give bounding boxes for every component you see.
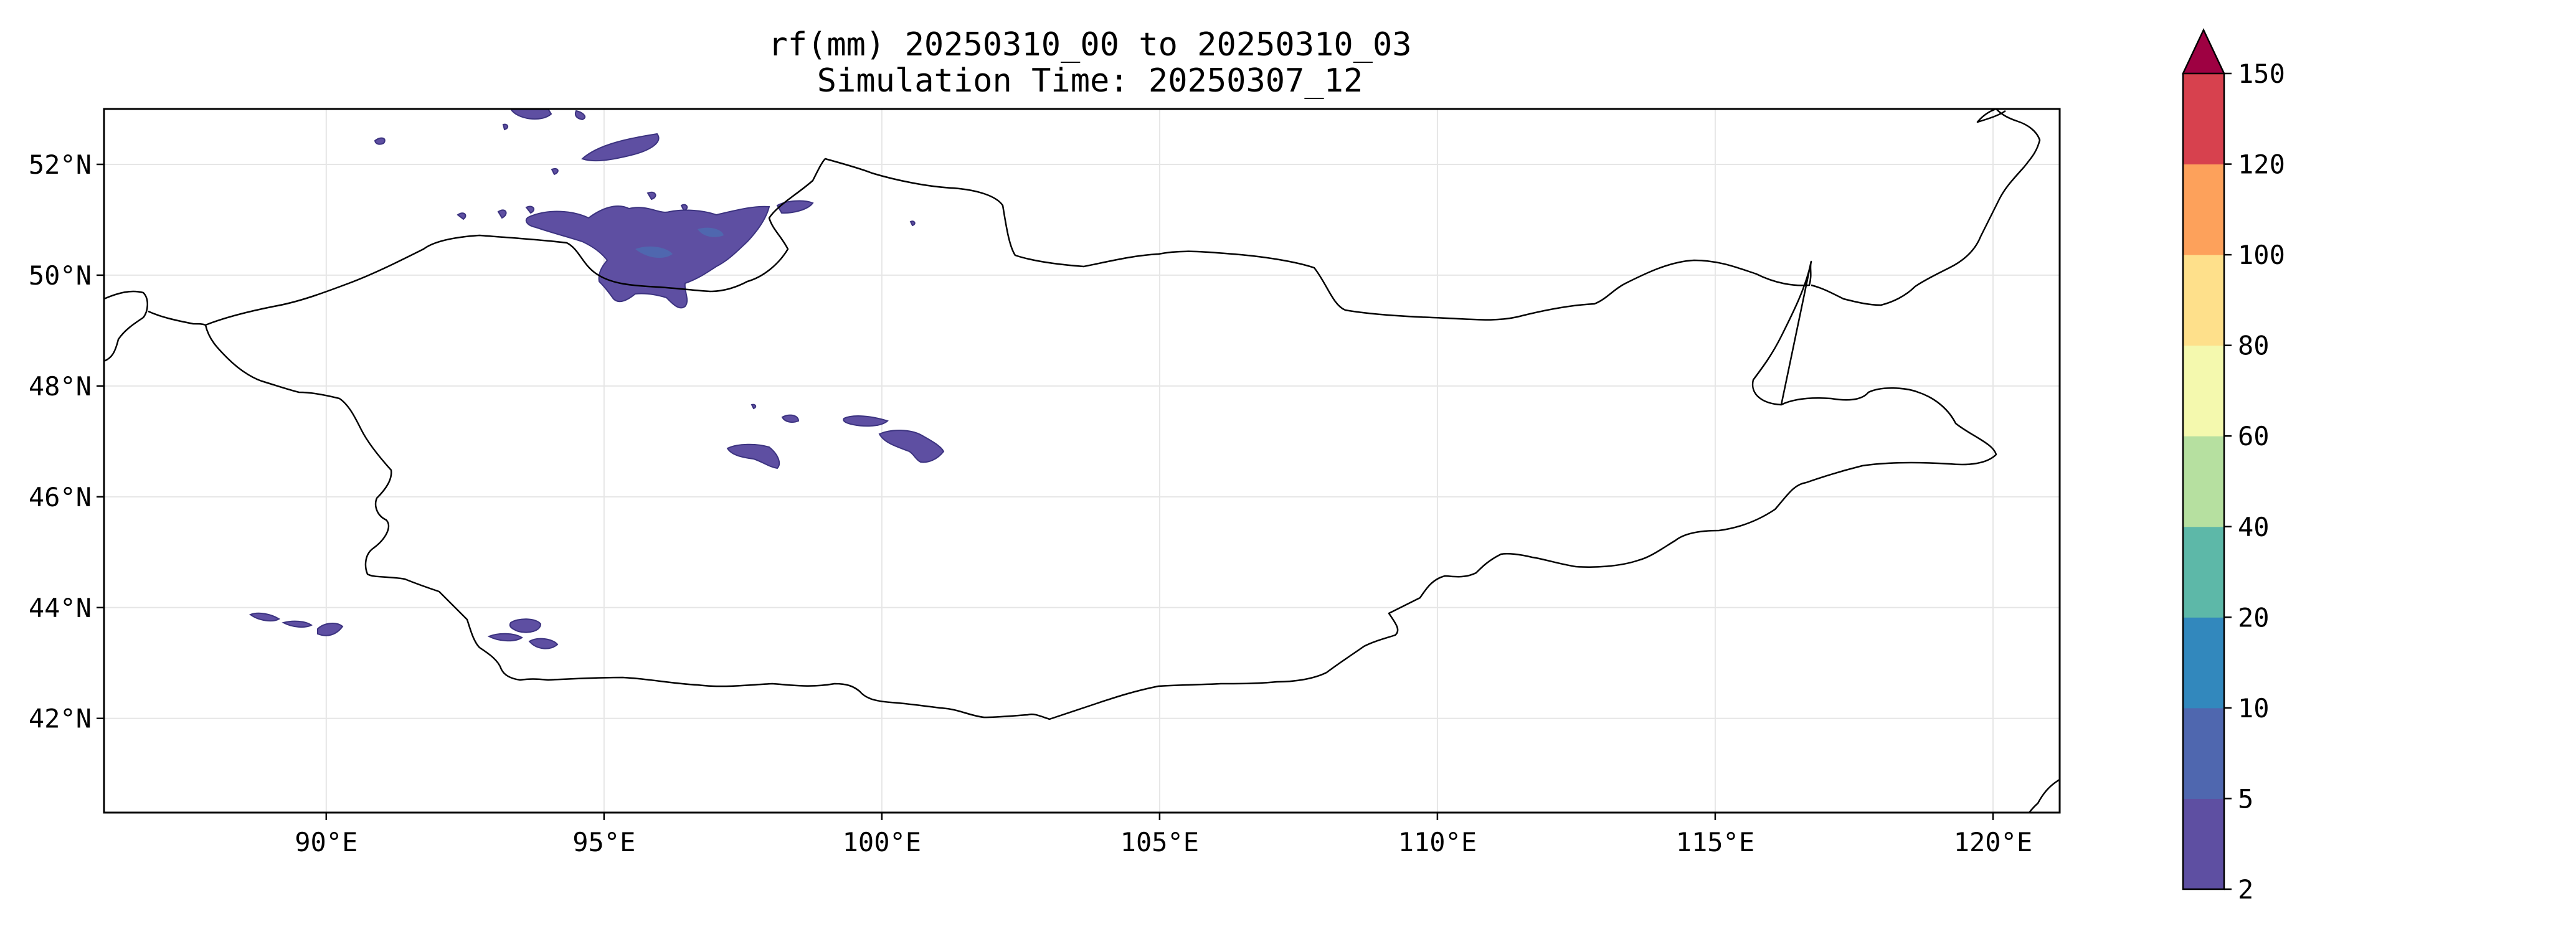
- rain-area-dot-f: [525, 205, 535, 214]
- colorbar-tick-label: 10: [2238, 693, 2270, 724]
- x-tick-label: 100°E: [843, 827, 921, 857]
- rain-area-central-mid: [843, 415, 889, 427]
- rain-area-central-east: [878, 430, 945, 463]
- colorbar-segment: [2183, 798, 2224, 890]
- rain-area-dot-b: [502, 123, 508, 131]
- colorbar-tick-label: 20: [2238, 602, 2270, 633]
- colorbar-tick-label: 100: [2238, 240, 2285, 270]
- y-tick-label: 50°N: [29, 260, 92, 291]
- colorbar-tick-label: 150: [2238, 59, 2285, 89]
- rain-area-north-streak: [581, 133, 660, 162]
- mongolia-border: [204, 158, 1997, 720]
- x-tick-label: 95°E: [572, 827, 635, 857]
- rain-cores: [635, 227, 724, 258]
- y-tick-label: 52°N: [29, 149, 92, 180]
- rain-area-sw-d: [509, 618, 542, 633]
- map-frame: [103, 108, 2061, 814]
- rain-area-dot-g: [646, 191, 656, 200]
- map-subtitle: Simulation Time: 20250307_12: [817, 62, 1363, 100]
- colorbar-tick-label: 2: [2238, 874, 2253, 905]
- rain-area-sw-a: [249, 612, 280, 622]
- rain-area-dot-d: [457, 212, 466, 220]
- colorbar: 2 5 10 20 40 60 80 100 120 150: [2182, 28, 2285, 905]
- rain-area-dot-i: [909, 220, 916, 227]
- border-west: [104, 290, 148, 362]
- colorbar-segment: [2183, 164, 2224, 255]
- x-tick-label: 90°E: [295, 827, 358, 857]
- border-west-link: [148, 310, 206, 326]
- colorbar-segment: [2183, 73, 2224, 165]
- rain-area-sw-b: [282, 620, 313, 628]
- colorbar-tick-label: 80: [2238, 331, 2270, 361]
- colorbar-tick-label: 60: [2238, 421, 2270, 451]
- rain-core-b: [698, 227, 724, 237]
- rain-area-dot-a: [374, 137, 386, 145]
- border-northeast: [1811, 109, 2041, 306]
- rain-area-central-small-b: [751, 403, 757, 410]
- colorbar-segment: [2183, 617, 2224, 709]
- y-tick-label: 48°N: [29, 371, 92, 402]
- rain-area-sw-f: [528, 638, 559, 649]
- rain-core-a: [635, 246, 673, 258]
- x-tick-label: 105°E: [1120, 827, 1199, 857]
- axis-ticks: 90°E 95°E 100°E 105°E 110°E 115°E 120°E 42°N 44°…: [29, 149, 2032, 857]
- russia-china-border: [1751, 261, 1812, 406]
- colorbar-segment: [2183, 707, 2224, 799]
- rain-area-central-small-a: [781, 414, 800, 423]
- border-southeast-corner: [2029, 778, 2060, 813]
- x-tick-label: 110°E: [1398, 827, 1477, 857]
- rain-area-sw-c: [317, 623, 344, 636]
- y-tick-label: 44°N: [29, 593, 92, 623]
- map-background: [104, 109, 2060, 813]
- rain-area-dot-c: [551, 168, 559, 176]
- colorbar-extend-arrow: [2182, 28, 2225, 75]
- x-tick-label: 115°E: [1676, 827, 1754, 857]
- colorbar-tick-label: 40: [2238, 512, 2270, 542]
- colorbar-segment: [2183, 345, 2224, 436]
- colorbar-tick-label: 5: [2238, 783, 2253, 814]
- border-northeast-top: [1976, 109, 2006, 123]
- colorbar-segment: [2183, 255, 2224, 346]
- x-tick-label: 120°E: [1954, 827, 2032, 857]
- rain-area-dot-e: [497, 209, 507, 219]
- rain-area-top-dot: [574, 110, 586, 121]
- colorbar-segment: [2183, 436, 2224, 527]
- rain-area-northeast: [776, 200, 814, 214]
- gridlines: [104, 109, 2060, 813]
- colorbar-outline: [2182, 73, 2225, 890]
- y-tick-label: 46°N: [29, 482, 92, 512]
- rain-area-central-west: [726, 443, 780, 469]
- colorbar-segment: [2183, 526, 2224, 618]
- y-tick-label: 42°N: [29, 704, 92, 734]
- rain-area-sw-e: [487, 633, 523, 641]
- rain-area-top-edge: [509, 109, 552, 120]
- country-borders: [104, 109, 2060, 813]
- colorbar-tick-label: 120: [2238, 149, 2285, 180]
- map-title: rf(mm) 20250310_00 to 20250310_03: [768, 26, 1412, 64]
